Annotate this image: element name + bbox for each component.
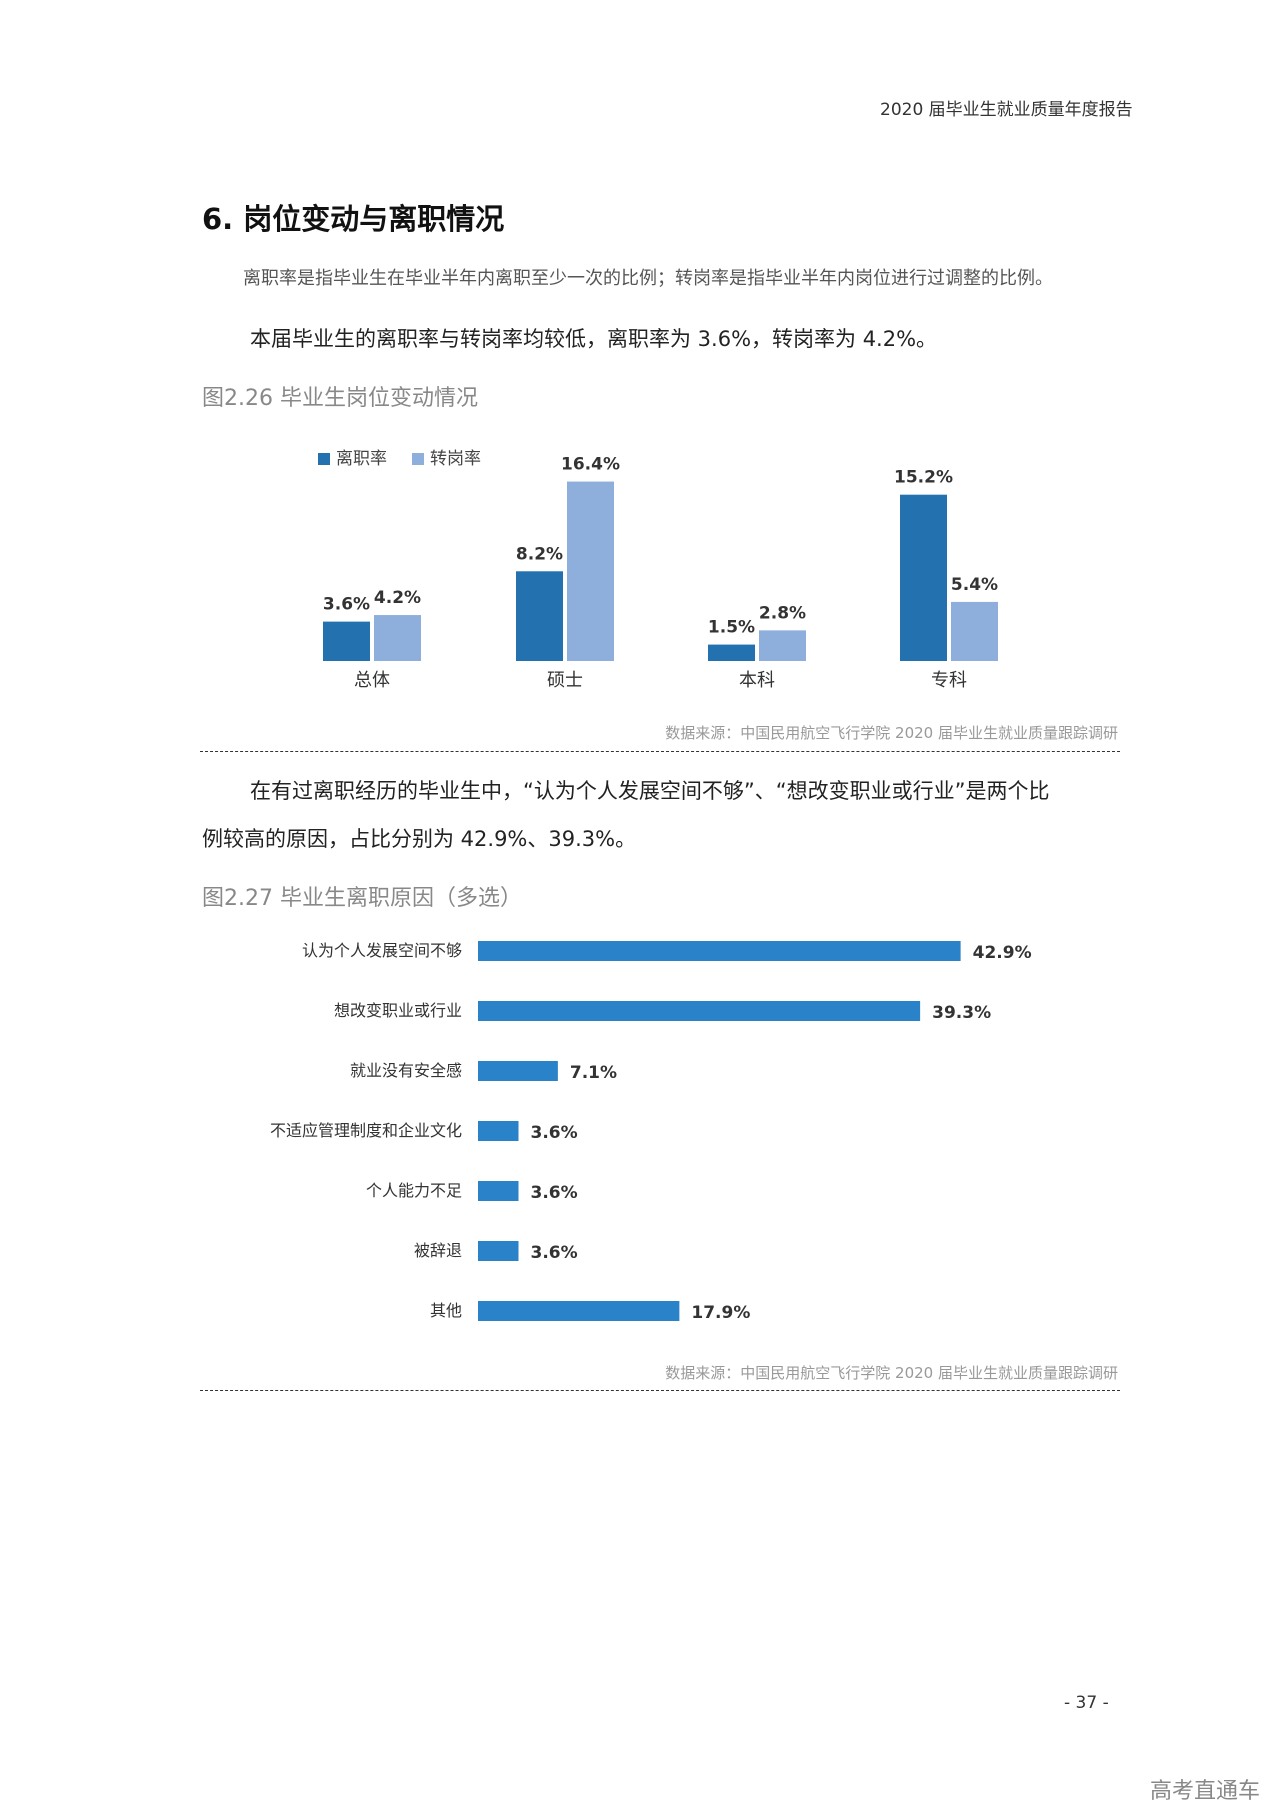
reason-bar-0 [478, 941, 961, 961]
reason-value-6: 17.9% [691, 1303, 750, 1323]
divider-rule [200, 751, 1120, 752]
watermark: 高考直通车 [1150, 1779, 1261, 1804]
bar-0-3 [900, 494, 947, 661]
reason-label-4: 个人能力不足 [366, 1181, 462, 1200]
figure1-title: 图2.26 毕业生岗位变动情况 [202, 386, 478, 411]
bar-1-0 [374, 615, 421, 661]
figure1-source: 数据来源：中国民用航空飞行学院 2020 届毕业生就业质量跟踪调研 [665, 724, 1118, 742]
paragraph-reasons-line2: 例较高的原因，占比分别为 42.9%、39.3%。 [202, 827, 637, 851]
data-label-1-2: 2.8% [759, 603, 806, 623]
reason-label-2: 就业没有安全感 [350, 1061, 462, 1080]
bar-0-1 [516, 571, 563, 661]
category-label-1: 硕士 [547, 670, 583, 691]
reason-value-0: 42.9% [973, 943, 1032, 963]
reason-bar-4 [478, 1181, 519, 1201]
reason-value-5: 3.6% [531, 1243, 578, 1263]
bar-1-3 [951, 601, 998, 661]
data-label-0-2: 1.5% [708, 618, 755, 638]
category-label-2: 本科 [739, 670, 775, 691]
paragraph-reasons-line1: 在有过离职经历的毕业生中，“认为个人发展空间不够”、“想改变职业或行业”是两个比 [250, 779, 1050, 803]
reason-label-0: 认为个人发展空间不够 [302, 941, 462, 960]
paragraph-turnover-summary: 本届毕业生的离职率与转岗率均较低，离职率为 3.6%，转岗率为 4.2%。 [250, 327, 938, 351]
resignation-reasons-bar-chart: 认为个人发展空间不够 42.9% 想改变职业或行业 39.3% 就业没有安全感 7.1% 不… [270, 941, 1032, 1323]
reason-label-6: 其他 [430, 1301, 462, 1320]
bar-1-1 [567, 481, 614, 661]
legend-swatch-0 [318, 453, 330, 465]
reason-label-1: 想改变职业或行业 [334, 1001, 462, 1020]
reason-value-1: 39.3% [932, 1003, 991, 1023]
reason-bar-5 [478, 1241, 519, 1261]
job-change-bar-chart: 离职率 转岗率 3.6% 4.2% 总体 8.2% 16.4% 硕士 1.5%2.8% 本科 15.… [318, 449, 998, 691]
bar-0-0 [323, 621, 370, 661]
divider-rule [200, 1390, 1120, 1391]
section-title: 6. 岗位变动与离职情况 [202, 202, 505, 236]
page-number: - 37 - [1064, 1693, 1109, 1713]
reason-value-2: 7.1% [570, 1063, 617, 1083]
legend-label-1: 转岗率 [430, 449, 481, 469]
figure2-source: 数据来源：中国民用航空飞行学院 2020 届毕业生就业质量跟踪调研 [665, 1364, 1118, 1382]
reason-value-4: 3.6% [531, 1183, 578, 1203]
data-label-1-3: 5.4% [951, 575, 998, 595]
bar-1-2 [759, 630, 806, 661]
category-label-3: 专科 [931, 670, 967, 691]
reason-bar-6 [478, 1301, 680, 1321]
reason-bar-2 [478, 1061, 558, 1081]
reason-bar-3 [478, 1121, 519, 1141]
legend-swatch-1 [412, 453, 424, 465]
data-label-0-1: 8.2% [516, 544, 563, 564]
reason-label-3: 不适应管理制度和企业文化 [270, 1121, 462, 1140]
data-label-1-0: 4.2% [374, 588, 421, 608]
category-label-0: 总体 [354, 670, 390, 691]
reason-bar-1 [478, 1001, 921, 1021]
reason-value-3: 3.6% [531, 1123, 578, 1143]
data-label-1-1: 16.4% [561, 455, 620, 475]
figure2-title: 图2.27 毕业生离职原因（多选） [202, 886, 522, 911]
bar-0-2 [708, 644, 755, 661]
definition-text: 离职率是指毕业生在毕业半年内离职至少一次的比例；转岗率是指毕业半年内岗位进行过调… [243, 268, 1053, 289]
data-label-0-0: 3.6% [323, 595, 370, 615]
data-label-0-3: 15.2% [894, 468, 953, 488]
reason-label-5: 被辞退 [414, 1241, 462, 1260]
header-title: 2020 届毕业生就业质量年度报告 [880, 100, 1133, 120]
legend-label-0: 离职率 [336, 449, 387, 469]
